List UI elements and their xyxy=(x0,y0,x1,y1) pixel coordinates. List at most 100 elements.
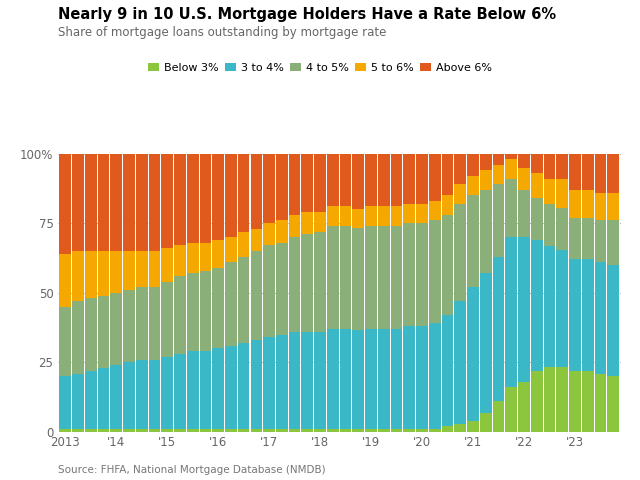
Bar xyxy=(60,307,71,376)
Bar xyxy=(98,368,109,429)
Bar xyxy=(85,371,97,429)
Bar xyxy=(85,251,97,299)
Bar xyxy=(314,429,326,432)
Bar xyxy=(543,367,556,432)
Bar xyxy=(250,154,262,229)
Bar xyxy=(289,154,300,215)
Legend: Below 3%, 3 to 4%, 4 to 5%, 5 to 6%, Above 6%: Below 3%, 3 to 4%, 4 to 5%, 5 to 6%, Abo… xyxy=(148,63,492,73)
Bar xyxy=(429,201,440,220)
Bar xyxy=(263,245,275,337)
Bar xyxy=(289,237,300,332)
Bar xyxy=(60,154,71,254)
Bar xyxy=(187,243,198,273)
Bar xyxy=(340,226,351,329)
Bar xyxy=(276,429,288,432)
Bar xyxy=(174,354,186,429)
Bar xyxy=(582,154,593,190)
Bar xyxy=(607,220,619,265)
Bar xyxy=(569,371,580,432)
Bar xyxy=(454,301,466,424)
Bar xyxy=(187,351,198,429)
Bar xyxy=(506,387,517,432)
Bar xyxy=(403,326,415,429)
Bar xyxy=(276,335,288,429)
Bar xyxy=(212,154,224,240)
Bar xyxy=(480,412,492,432)
Bar xyxy=(480,273,492,412)
Bar xyxy=(556,250,568,367)
Bar xyxy=(148,287,160,360)
Bar xyxy=(506,179,517,237)
Bar xyxy=(582,190,593,217)
Bar xyxy=(480,154,492,170)
Bar xyxy=(263,223,275,245)
Bar xyxy=(98,154,109,251)
Bar xyxy=(238,343,250,429)
Bar xyxy=(60,376,71,429)
Bar xyxy=(480,190,492,273)
Bar xyxy=(212,429,224,432)
Bar xyxy=(263,429,275,432)
Bar xyxy=(531,371,543,432)
Bar xyxy=(212,268,224,348)
Bar xyxy=(493,257,504,401)
Bar xyxy=(110,293,122,365)
Bar xyxy=(454,424,466,432)
Bar xyxy=(442,315,453,426)
Bar xyxy=(365,329,377,429)
Bar xyxy=(429,324,440,429)
Bar xyxy=(85,429,97,432)
Bar xyxy=(250,251,262,340)
Bar xyxy=(136,287,148,360)
Bar xyxy=(327,206,339,226)
Bar xyxy=(442,426,453,432)
Bar xyxy=(340,429,351,432)
Bar xyxy=(174,245,186,276)
Bar xyxy=(416,326,428,429)
Bar xyxy=(225,429,237,432)
Bar xyxy=(353,154,364,209)
Bar xyxy=(225,262,237,346)
Bar xyxy=(556,179,568,207)
Bar xyxy=(442,195,453,215)
Bar xyxy=(301,332,313,429)
Bar xyxy=(569,154,580,190)
Bar xyxy=(403,429,415,432)
Bar xyxy=(442,154,453,195)
Bar xyxy=(123,290,135,362)
Bar xyxy=(493,154,504,165)
Bar xyxy=(327,154,339,206)
Bar xyxy=(365,206,377,226)
Bar xyxy=(212,240,224,268)
Bar xyxy=(378,206,390,226)
Bar xyxy=(136,360,148,429)
Bar xyxy=(378,329,390,429)
Bar xyxy=(429,220,440,324)
Bar xyxy=(442,215,453,315)
Bar xyxy=(212,348,224,429)
Bar xyxy=(72,251,84,301)
Bar xyxy=(518,382,530,432)
Bar xyxy=(353,429,364,432)
Bar xyxy=(238,429,250,432)
Bar xyxy=(110,154,122,251)
Bar xyxy=(378,154,390,206)
Bar xyxy=(110,251,122,293)
Bar xyxy=(98,429,109,432)
Bar xyxy=(531,198,543,240)
Bar xyxy=(595,192,606,220)
Bar xyxy=(174,276,186,354)
Bar xyxy=(187,273,198,351)
Bar xyxy=(123,154,135,251)
Bar xyxy=(607,192,619,220)
Bar xyxy=(200,271,211,351)
Bar xyxy=(378,429,390,432)
Bar xyxy=(187,154,198,243)
Bar xyxy=(403,223,415,326)
Bar xyxy=(378,226,390,329)
Bar xyxy=(543,154,556,179)
Bar xyxy=(390,429,403,432)
Bar xyxy=(416,154,428,204)
Bar xyxy=(390,206,403,226)
Bar xyxy=(136,251,148,287)
